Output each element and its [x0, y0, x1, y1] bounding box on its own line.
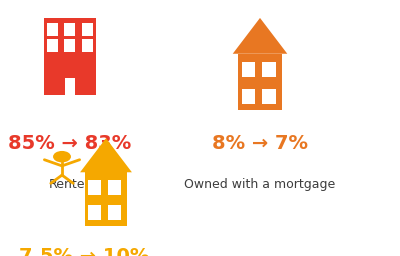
Circle shape — [53, 151, 71, 162]
Bar — [238, 54, 282, 110]
Bar — [108, 180, 121, 195]
Polygon shape — [233, 18, 287, 54]
Bar — [65, 78, 75, 95]
Bar — [262, 89, 276, 104]
Polygon shape — [80, 138, 132, 172]
Bar — [82, 23, 93, 36]
Bar — [242, 62, 255, 77]
Text: Owned with a mortgage: Owned with a mortgage — [184, 178, 336, 191]
Bar — [82, 39, 93, 52]
Text: 7.5% → 10%: 7.5% → 10% — [19, 247, 149, 256]
Bar — [64, 23, 75, 36]
Bar — [44, 18, 96, 95]
Bar — [88, 180, 101, 195]
Bar — [85, 172, 127, 226]
Text: Renter: Renter — [49, 178, 91, 191]
Text: 85% → 83%: 85% → 83% — [8, 134, 132, 153]
Bar — [64, 39, 75, 52]
Bar — [47, 23, 58, 36]
Bar — [108, 206, 121, 220]
Bar — [47, 39, 58, 52]
Bar — [242, 89, 255, 104]
Bar — [262, 62, 276, 77]
Bar — [88, 206, 101, 220]
Text: 8% → 7%: 8% → 7% — [212, 134, 308, 153]
